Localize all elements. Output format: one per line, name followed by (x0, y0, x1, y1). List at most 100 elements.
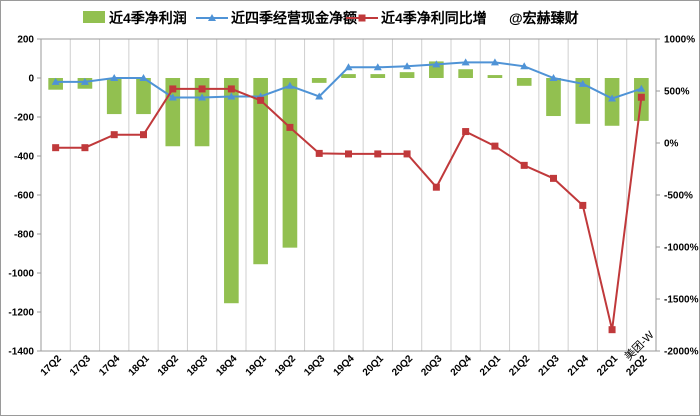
cashflow-point (520, 62, 529, 70)
bar-22Q1 (604, 78, 620, 126)
ytick-label: -800 (14, 230, 34, 241)
ytick-label: 0 (28, 74, 34, 85)
cashflow-point (432, 60, 441, 68)
ytick-label: -1200 (8, 308, 34, 319)
yoy-point (257, 96, 265, 104)
bar-18Q1 (136, 78, 151, 115)
xtick-label: 21Q2 (507, 353, 532, 378)
xtick-label: 18Q4 (214, 353, 239, 378)
yoy-line (55, 87, 643, 330)
cashflow-point (315, 92, 324, 100)
cashflow-point (168, 93, 177, 101)
bar-21Q1 (487, 75, 503, 78)
yoy-point (462, 128, 470, 136)
y2tick-label: -2000% (664, 347, 699, 358)
yoy-point (110, 131, 118, 139)
xtick-label: 17Q4 (97, 353, 122, 378)
cashflow-point (461, 58, 470, 66)
xtick-label: 18Q3 (185, 353, 210, 378)
xtick-label: 19Q2 (273, 353, 298, 378)
y2tick-label: -1500% (664, 295, 699, 306)
ytick-label: 200 (17, 35, 34, 46)
xtick-label: 18Q1 (127, 353, 152, 378)
legend-watermark: @宏赫臻财 (509, 10, 579, 26)
legend-label: 近4季净利同比增 (381, 10, 487, 26)
cashflow-point (344, 63, 353, 71)
ytick-label: -200 (14, 113, 34, 124)
yoy-point (286, 123, 294, 131)
bar-18Q3 (194, 78, 210, 147)
y2tick-label: -1000% (664, 243, 699, 254)
legend-label: 近4季净利润 (109, 10, 187, 26)
yoy-point (140, 131, 147, 139)
ytick-label: -1400 (8, 347, 34, 358)
legend-label: 近四季经营现金净额 (231, 10, 357, 26)
xtick-label: 21Q3 (537, 353, 562, 378)
xtick-label: 19Q4 (332, 353, 357, 378)
yoy-point (637, 93, 645, 101)
xtick-label: 21Q1 (478, 353, 503, 378)
bar-19Q1 (253, 78, 268, 265)
xtick-label: 20Q1 (361, 353, 386, 378)
bar-19Q3 (311, 78, 327, 83)
yoy-point (227, 85, 235, 93)
bar-19Q2 (282, 78, 298, 248)
ytick-label: -1000 (8, 269, 34, 280)
xtick-label: 17Q3 (68, 353, 93, 378)
bar-21Q3 (546, 78, 561, 117)
yoy-point (520, 161, 528, 169)
cashflow-point (403, 62, 412, 70)
y2tick-label: 500% (664, 87, 690, 98)
cashflow-point (373, 63, 382, 71)
ytick-label: -600 (14, 191, 34, 202)
yoy-point (608, 326, 616, 334)
xtick-label: 19Q1 (244, 353, 269, 378)
bar-20Q4 (458, 69, 473, 78)
xtick-label: 22Q1 (595, 353, 620, 378)
cashflow-point (608, 94, 617, 102)
yoy-point (81, 144, 89, 152)
cashflow-point (227, 92, 236, 100)
xtick-label: 20Q4 (449, 353, 474, 378)
y2tick-label: 0% (664, 139, 679, 150)
cashflow-point (80, 77, 89, 85)
yoy-point (432, 183, 440, 191)
cashflow-point (198, 93, 207, 101)
yoy-point (345, 150, 352, 158)
cashflow-point (490, 58, 499, 66)
cashflow-point (549, 74, 558, 81)
cashflow-point (637, 84, 646, 92)
bar-17Q4 (106, 78, 122, 115)
cashflow-point (139, 74, 148, 81)
bar-20Q1 (370, 74, 386, 78)
legend-marker (358, 14, 366, 22)
yoy-point (579, 201, 587, 209)
yoy-point (52, 144, 60, 152)
legend-marker (208, 14, 216, 21)
bar-21Q2 (516, 78, 532, 86)
cashflow-point (51, 77, 60, 85)
xtick-label: 21Q4 (566, 353, 591, 378)
grid (40, 38, 657, 352)
xtick-label: 20Q3 (419, 353, 444, 378)
legend-swatch-bar (83, 11, 105, 23)
cashflow-point (110, 74, 119, 81)
yoy-point (315, 149, 323, 157)
bar-18Q4 (224, 78, 239, 304)
xtick-label: 17Q2 (39, 353, 64, 378)
yoy-point (374, 150, 382, 158)
bars (48, 61, 649, 304)
yoy-point (169, 85, 177, 93)
bar-20Q2 (399, 72, 415, 78)
cashflow-point (578, 79, 587, 87)
yoy-point (198, 85, 206, 93)
xtick-label: 19Q3 (302, 353, 327, 378)
xtick-label: 18Q2 (156, 353, 181, 378)
plot-frame (40, 38, 657, 352)
bar-19Q4 (341, 74, 356, 78)
xtick-label: 20Q2 (390, 353, 415, 378)
ytick-label: -400 (14, 152, 34, 163)
bar-21Q4 (575, 78, 591, 124)
